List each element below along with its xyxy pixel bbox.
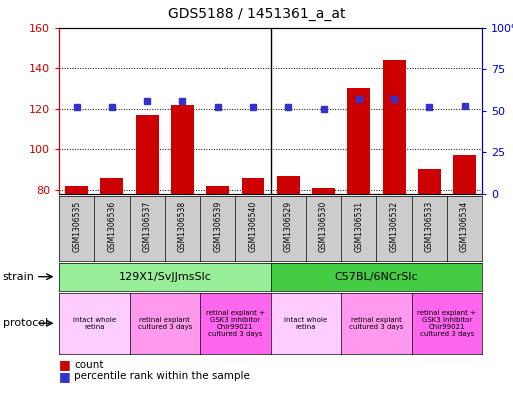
Bar [453, 155, 476, 194]
Text: GSM1306538: GSM1306538 [178, 201, 187, 252]
Bar [418, 169, 441, 194]
Text: intact whole
retina: intact whole retina [73, 317, 116, 330]
Text: GSM1306535: GSM1306535 [72, 201, 81, 252]
Text: GSM1306531: GSM1306531 [354, 201, 363, 252]
Bar [312, 188, 335, 194]
Text: ■: ■ [59, 358, 71, 371]
Text: GSM1306539: GSM1306539 [213, 201, 222, 252]
Bar [347, 88, 370, 194]
Bar [136, 115, 159, 194]
Text: retinal explant +
GSK3 inhibitor
Chir99021
cultured 3 days: retinal explant + GSK3 inhibitor Chir990… [418, 310, 477, 337]
Bar [383, 60, 405, 194]
Text: GSM1306537: GSM1306537 [143, 201, 152, 252]
Text: 129X1/SvJJmsSlc: 129X1/SvJJmsSlc [119, 272, 211, 282]
Text: GSM1306540: GSM1306540 [248, 201, 258, 252]
Bar [171, 105, 194, 194]
Text: GSM1306530: GSM1306530 [319, 201, 328, 252]
Text: strain: strain [3, 272, 34, 282]
Text: GDS5188 / 1451361_a_at: GDS5188 / 1451361_a_at [168, 7, 345, 21]
Bar [65, 185, 88, 194]
Text: GSM1306533: GSM1306533 [425, 201, 434, 252]
Text: retinal explant
cultured 3 days: retinal explant cultured 3 days [137, 317, 192, 330]
Text: GSM1306529: GSM1306529 [284, 201, 293, 252]
Text: protocol: protocol [3, 318, 48, 328]
Bar [242, 178, 264, 194]
Text: GSM1306534: GSM1306534 [460, 201, 469, 252]
Text: GSM1306532: GSM1306532 [389, 201, 399, 252]
Bar [206, 185, 229, 194]
Text: retinal explant
cultured 3 days: retinal explant cultured 3 days [349, 317, 404, 330]
Text: intact whole
retina: intact whole retina [284, 317, 327, 330]
Bar [101, 178, 123, 194]
Text: C57BL/6NCrSlc: C57BL/6NCrSlc [334, 272, 418, 282]
Bar [277, 176, 300, 194]
Text: GSM1306536: GSM1306536 [107, 201, 116, 252]
Text: count: count [74, 360, 104, 369]
Text: percentile rank within the sample: percentile rank within the sample [74, 371, 250, 381]
Text: ■: ■ [59, 370, 71, 383]
Text: retinal explant +
GSK3 inhibitor
Chir99021
cultured 3 days: retinal explant + GSK3 inhibitor Chir990… [206, 310, 265, 337]
